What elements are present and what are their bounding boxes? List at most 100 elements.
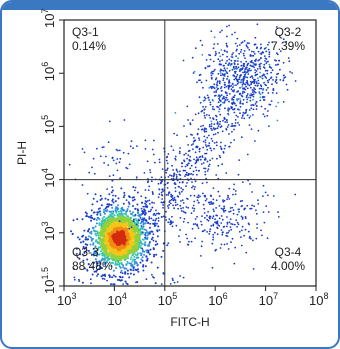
scatter-point xyxy=(142,223,145,226)
scatter-point xyxy=(217,87,220,90)
scatter-point xyxy=(217,106,220,109)
scatter-point xyxy=(94,258,97,261)
scatter-point xyxy=(250,65,253,67)
scatter-point xyxy=(115,263,117,266)
scatter-point xyxy=(229,218,232,221)
scatter-point xyxy=(244,228,247,231)
scatter-point xyxy=(211,242,214,245)
scatter-point xyxy=(220,215,223,217)
scatter-point xyxy=(185,233,188,236)
scatter-point xyxy=(94,193,97,196)
scatter-point xyxy=(206,170,209,172)
scatter-point xyxy=(228,69,231,72)
scatter-point xyxy=(239,112,241,115)
scatter-point xyxy=(162,215,165,218)
scatter-point xyxy=(173,173,176,175)
scatter-point xyxy=(110,191,113,194)
scatter-point xyxy=(275,92,278,94)
scatter-point xyxy=(275,52,278,54)
scatter-point xyxy=(240,61,243,63)
scatter-point xyxy=(200,128,203,131)
scatter-point xyxy=(267,86,269,89)
scatter-point xyxy=(191,134,194,136)
scatter-point xyxy=(124,280,127,283)
scatter-point xyxy=(165,159,168,162)
scatter-point xyxy=(132,205,134,207)
scatter-point xyxy=(136,232,140,237)
scatter-point xyxy=(219,68,222,71)
scatter-point xyxy=(267,211,270,213)
scatter-point xyxy=(119,237,123,241)
scatter-point xyxy=(144,233,147,236)
scatter-point xyxy=(232,212,235,215)
scatter-point xyxy=(195,156,198,159)
scatter-point xyxy=(101,146,104,149)
scatter-point xyxy=(125,218,129,222)
scatter-point xyxy=(110,249,114,253)
scatter-point xyxy=(279,79,282,81)
scatter-point xyxy=(198,150,201,153)
scatter-point xyxy=(165,210,167,213)
scatter-point xyxy=(140,258,143,261)
scatter-point xyxy=(251,77,254,79)
scatter-point xyxy=(128,244,132,248)
scatter-point xyxy=(114,221,118,225)
scatter-point xyxy=(267,81,270,84)
scatter-point xyxy=(272,89,275,92)
scatter-point xyxy=(213,108,216,111)
scatter-point xyxy=(231,33,234,36)
scatter-point xyxy=(252,91,254,94)
scatter-point xyxy=(258,91,261,93)
scatter-point xyxy=(267,48,270,51)
scatter-point xyxy=(124,271,127,274)
scatter-point xyxy=(111,156,114,159)
scatter-point xyxy=(79,241,82,244)
scatter-point xyxy=(248,124,251,126)
scatter-point xyxy=(238,230,241,233)
scatter-point xyxy=(90,216,93,219)
scatter-point xyxy=(250,83,253,86)
scatter-point xyxy=(222,69,225,72)
scatter-point xyxy=(202,203,205,206)
scatter-point xyxy=(187,150,190,153)
scatter-point xyxy=(168,204,171,206)
scatter-point xyxy=(97,234,100,237)
scatter-point xyxy=(187,206,190,209)
scatter-point xyxy=(218,205,221,207)
scatter-point xyxy=(179,170,181,173)
scatter-point xyxy=(192,143,195,145)
scatter-point xyxy=(180,187,183,190)
scatter-point xyxy=(132,220,135,223)
scatter-point xyxy=(155,217,158,220)
scatter-point xyxy=(147,251,150,254)
scatter-point xyxy=(246,42,249,44)
scatter-point xyxy=(92,242,95,245)
scatter-point xyxy=(209,58,212,61)
scatter-point xyxy=(268,78,271,81)
scatter-point xyxy=(244,73,247,76)
scatter-point xyxy=(238,78,241,80)
scatter-point xyxy=(70,230,73,233)
scatter-point xyxy=(244,57,246,59)
scatter-point xyxy=(187,119,190,121)
scatter-point xyxy=(84,238,87,241)
scatter-point xyxy=(214,127,217,130)
y-tick-label: 104 xyxy=(40,168,57,187)
scatter-point xyxy=(99,194,102,197)
scatter-point xyxy=(189,194,192,197)
scatter-point xyxy=(117,204,119,207)
scatter-point xyxy=(175,174,178,176)
scatter-point xyxy=(176,134,179,137)
scatter-point xyxy=(97,237,100,240)
scatter-point xyxy=(100,250,102,253)
scatter-point xyxy=(149,231,151,234)
scatter-point xyxy=(176,281,179,283)
scatter-point xyxy=(241,92,244,95)
scatter-point xyxy=(172,175,175,178)
scatter-point xyxy=(227,88,230,90)
scatter-point xyxy=(132,186,135,188)
scatter-point xyxy=(265,62,268,65)
scatter-point xyxy=(117,149,119,152)
scatter-point xyxy=(154,222,156,225)
scatter-point xyxy=(106,256,109,259)
